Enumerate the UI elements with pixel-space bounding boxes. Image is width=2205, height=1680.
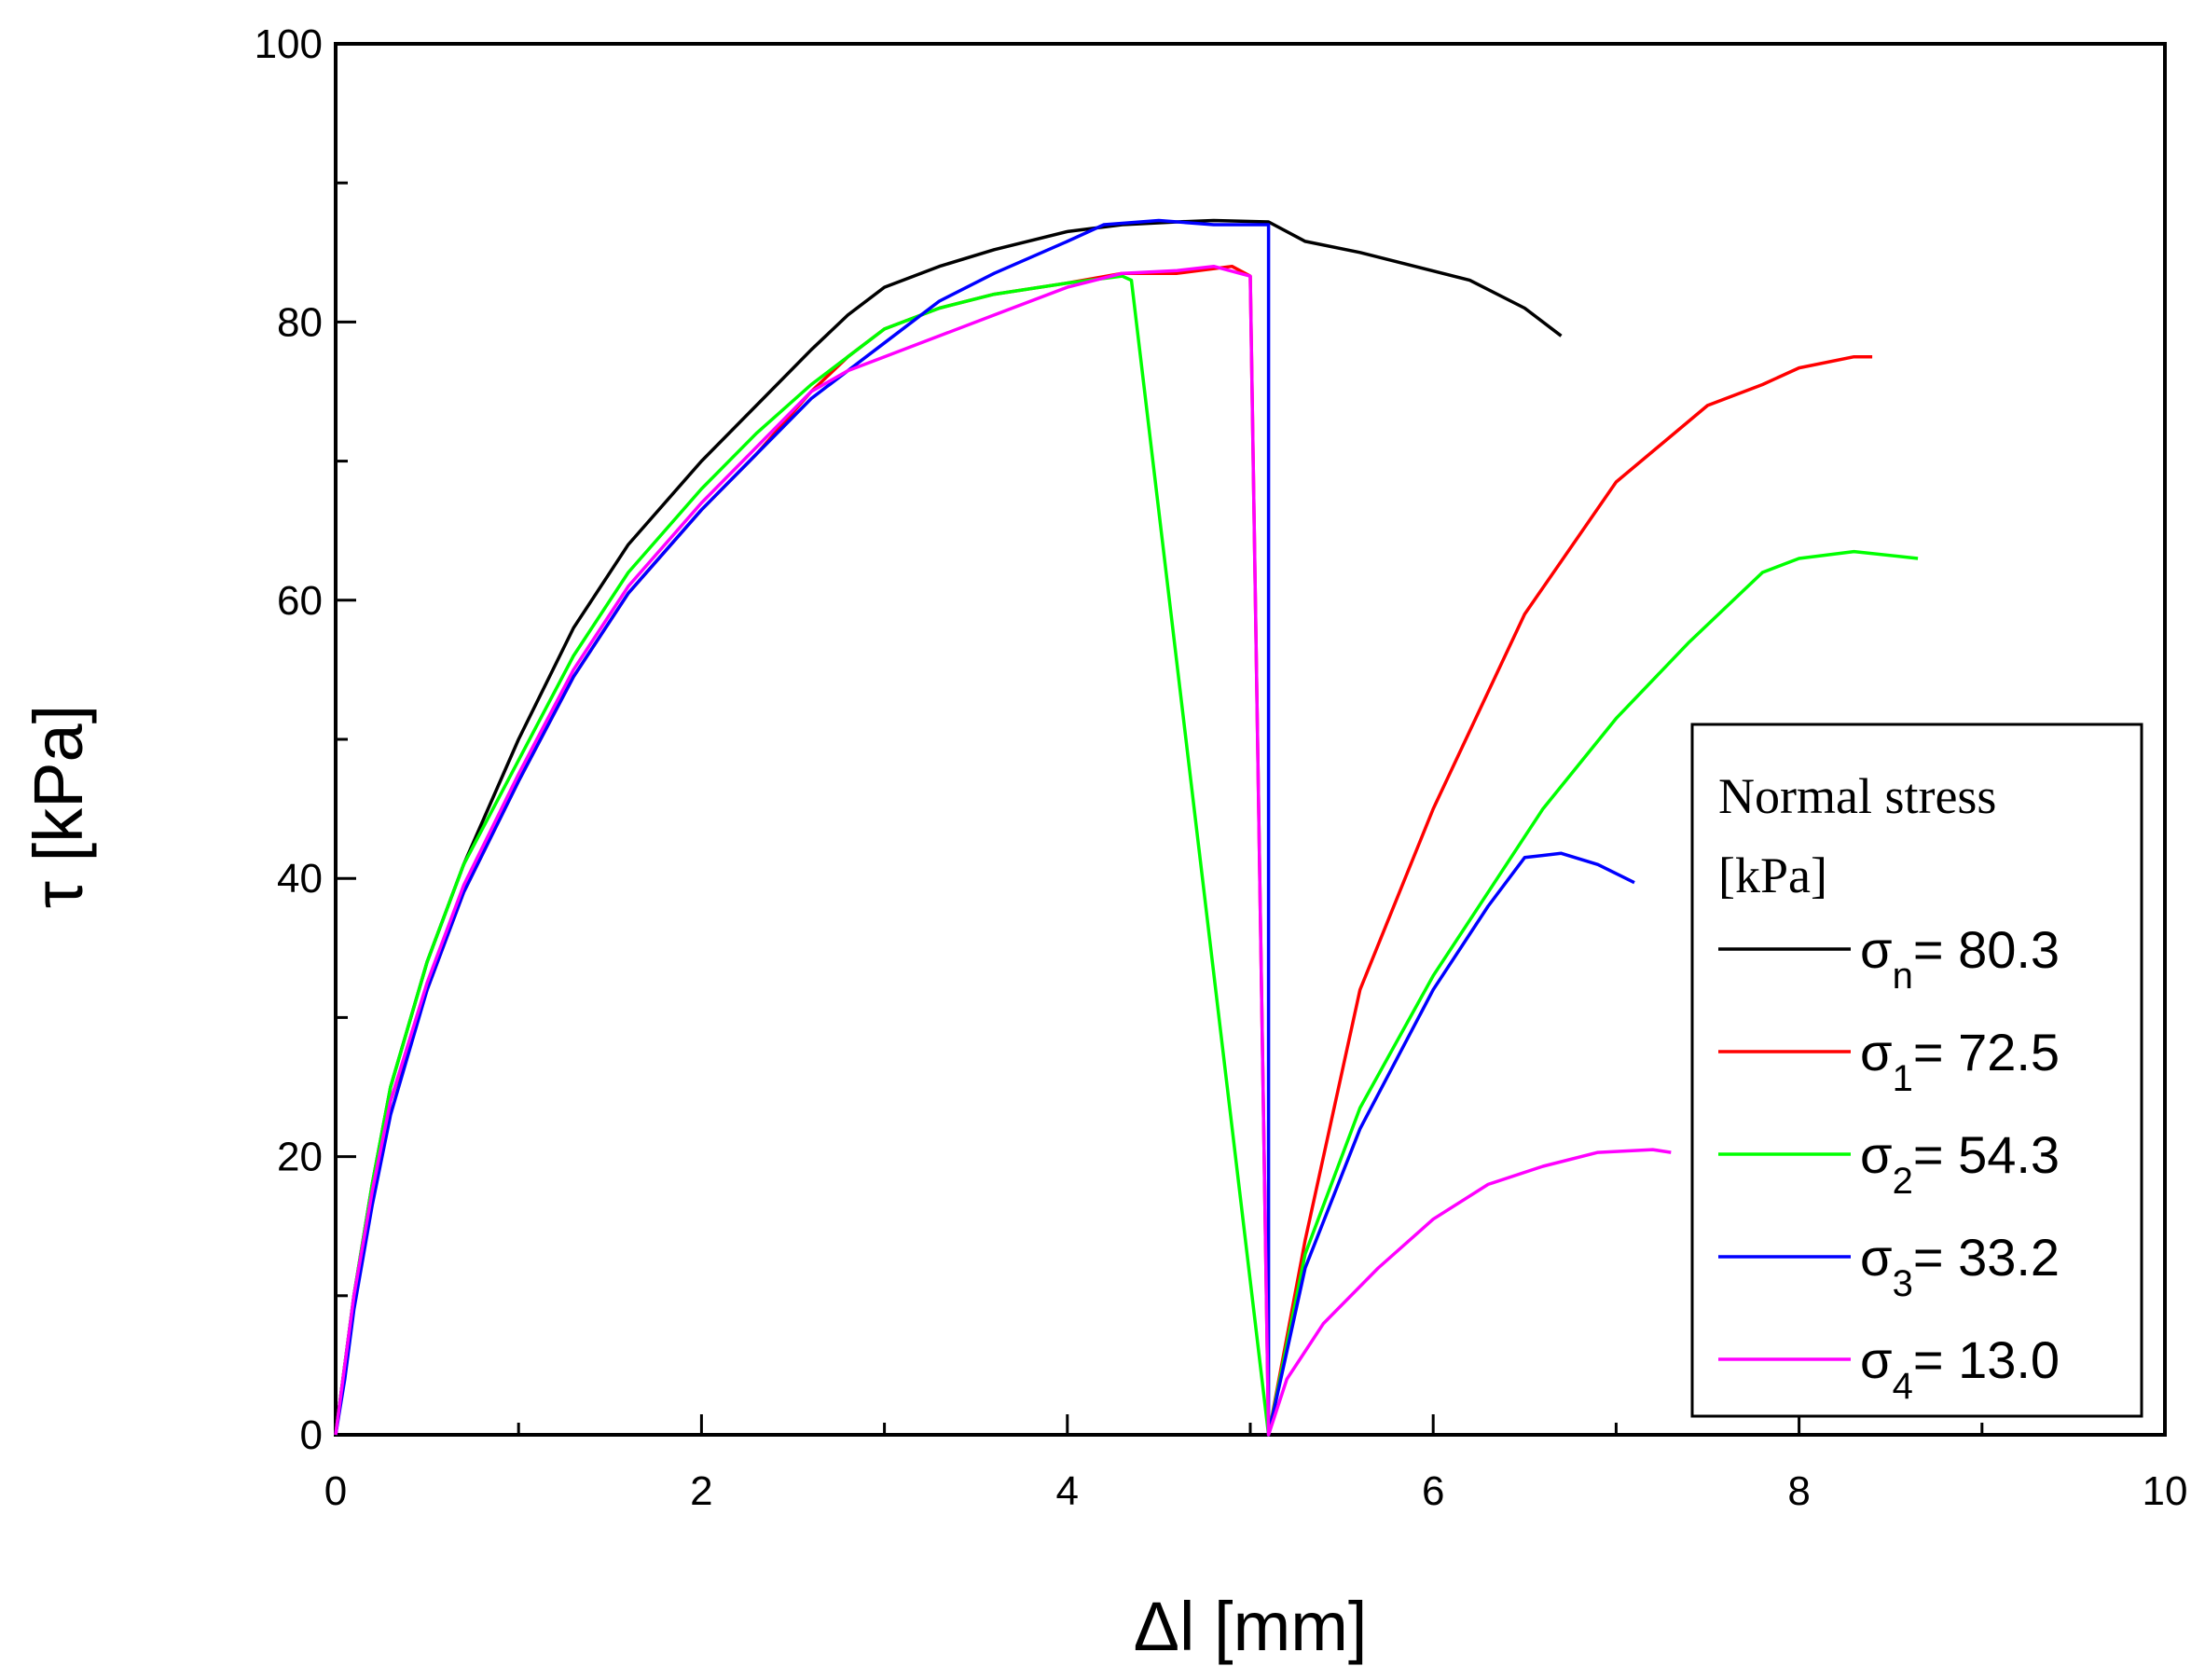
legend-box [1690, 723, 2143, 1418]
series-line-2 [334, 274, 1919, 1437]
series-line-1 [334, 264, 1873, 1437]
x-tick-label: 8 [1787, 1468, 1810, 1514]
y-tick-label: 0 [300, 1412, 323, 1458]
legend-label-3: σ3= 33.2 [1860, 1228, 2060, 1304]
y-tick-label: 100 [255, 21, 323, 67]
legend-title-line1: Normal stress [1718, 768, 1996, 824]
y-tick-label: 80 [277, 299, 323, 345]
legend-label-2: σ2= 54.3 [1860, 1125, 2060, 1202]
x-tick-label: 6 [1422, 1468, 1444, 1514]
x-tick-label: 0 [324, 1468, 347, 1514]
legend: Normal stress [kPa] σn= 80.3 σ1= 72.5 σ2= … [1690, 723, 2143, 1418]
legend-label-4: σ4= 13.0 [1860, 1330, 2060, 1407]
x-tick-label: 2 [690, 1468, 712, 1514]
y-tick-label: 60 [277, 578, 323, 624]
series-line-4 [334, 264, 1672, 1437]
series-lines [334, 218, 1919, 1437]
y-axis-title: τ [kPa] [20, 705, 97, 908]
legend-entries: σn= 80.3 σ1= 72.5 σ2= 54.3 σ3= 33.2 σ4= 13.0 [1718, 920, 2060, 1407]
legend-label-1: σ1= 72.5 [1860, 1023, 2060, 1099]
y-tick-label: 20 [277, 1135, 323, 1180]
x-tick-label: 4 [1056, 1468, 1079, 1514]
legend-title-line2: [kPa] [1718, 847, 1827, 903]
legend-label-0: σn= 80.3 [1860, 920, 2060, 997]
x-axis-title: Δl [mm] [1134, 1588, 1368, 1665]
x-tick-label: 10 [2143, 1468, 2188, 1514]
series-line-3 [334, 218, 1635, 1437]
series-line-0 [334, 218, 1563, 1436]
y-tick-label: 40 [277, 856, 323, 902]
axis-ticks [334, 42, 2167, 1437]
